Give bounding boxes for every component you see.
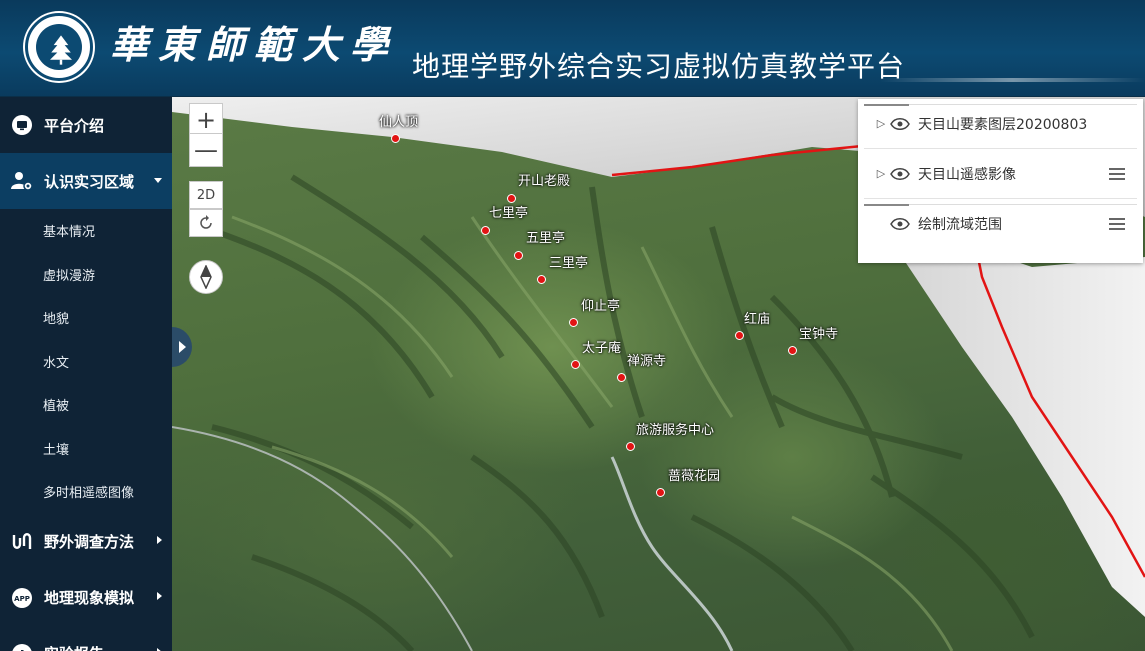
sidebar-collapse-toggle[interactable] xyxy=(172,327,192,367)
sidebar-subitem-soil[interactable]: 土壤 xyxy=(0,426,172,470)
hamburger-menu-icon[interactable] xyxy=(1109,218,1125,230)
expand-triangle-icon[interactable]: ▷ xyxy=(876,167,886,180)
sidebar-item-survey-methods[interactable]: 野外调查方法 xyxy=(0,514,172,570)
chevron-down-icon xyxy=(154,178,162,183)
university-seal-logo xyxy=(25,13,93,81)
poi-label: 仙人顶 xyxy=(379,115,419,130)
layer-item-remote-sensing[interactable]: ▷ 天目山遥感影像 xyxy=(864,149,1137,199)
rotate-icon xyxy=(200,215,212,229)
chevron-right-icon xyxy=(179,341,186,353)
monitor-icon xyxy=(10,113,34,137)
layer-item-features[interactable]: ▷ 天目山要素图层20200803 xyxy=(864,99,1137,149)
header-banner: 華東師範大學 地理学野外综合实习虚拟仿真教学平台 xyxy=(0,0,1145,97)
header-divider xyxy=(880,78,1145,82)
sidebar-item-label: 地理现象模拟 xyxy=(44,589,135,607)
compass-button[interactable] xyxy=(189,260,223,294)
reset-rotation-button[interactable] xyxy=(189,209,223,237)
3d-terrain-map[interactable]: + — 2D 仙人顶 开山老殿 七里亭 五里亭 三 xyxy=(172,97,1145,651)
zoom-out-button[interactable]: — xyxy=(189,133,223,167)
sidebar-subitem-virtual-tour[interactable]: 虚拟漫游 xyxy=(0,252,172,296)
sidebar-item-label: 认识实习区域 xyxy=(44,172,135,191)
zoom-in-button[interactable]: + xyxy=(189,103,223,137)
sidebar-item-platform-intro[interactable]: 平台介绍 xyxy=(0,97,172,153)
sidebar-item-label: 平台介绍 xyxy=(44,116,105,135)
tools-icon xyxy=(10,530,34,554)
sidebar-subitem-vegetation[interactable]: 植被 xyxy=(0,383,172,427)
poi-label: 开山老殿 xyxy=(518,174,571,189)
poi-label: 禅源寺 xyxy=(627,354,667,369)
eye-visibility-icon[interactable] xyxy=(890,217,910,231)
poi-label: 宝钟寺 xyxy=(799,327,839,342)
layer-name: 天目山遥感影像 xyxy=(918,166,1016,183)
poi-label: 旅游服务中心 xyxy=(636,423,715,438)
layer-name: 天目山要素图层20200803 xyxy=(918,116,1088,133)
eye-visibility-icon[interactable] xyxy=(890,117,910,131)
layer-item-watershed[interactable]: 绘制流域范围 xyxy=(864,199,1137,249)
poi-label: 蔷薇花园 xyxy=(668,469,721,484)
layer-name: 绘制流域范围 xyxy=(918,217,1002,233)
layer-panel: ▷ 天目山要素图层20200803 ▷ 天目山遥感影像 绘制流域范围 xyxy=(858,99,1143,263)
sidebar-item-field-area[interactable]: 认识实习区域 xyxy=(0,153,172,209)
sidebar-item-label: 野外调查方法 xyxy=(44,533,135,551)
sidebar-subitem-hydrology[interactable]: 水文 xyxy=(0,339,172,383)
user-gear-icon xyxy=(10,169,34,193)
sidebar-nav: 平台介绍 认识实习区域 基本情况 虚拟漫游 地貌 水文 植被 土壤 多时相遥感图… xyxy=(0,97,172,651)
sidebar-subitem-multitemporal-imagery[interactable]: 多时相遥感图像 xyxy=(0,470,172,514)
chevron-right-icon xyxy=(157,591,162,600)
svg-text:APP: APP xyxy=(14,595,30,603)
poi-label: 七里亭 xyxy=(489,206,529,221)
sidebar-item-lab-report[interactable]: 实验报告 xyxy=(0,626,172,651)
view-mode-2d-button[interactable]: 2D xyxy=(189,181,223,209)
expand-triangle-icon[interactable]: ▷ xyxy=(876,117,886,130)
sidebar-item-phenomena-simulation[interactable]: APP 地理现象模拟 xyxy=(0,570,172,626)
eye-visibility-icon[interactable] xyxy=(890,167,910,181)
university-name: 華東師範大學 xyxy=(110,22,399,67)
app-icon: APP xyxy=(10,586,34,610)
platform-title: 地理学野外综合实习虚拟仿真教学平台 xyxy=(412,50,906,83)
chevron-right-icon xyxy=(157,535,162,544)
poi-label: 红庙 xyxy=(744,312,771,327)
bar-chart-icon xyxy=(10,642,34,651)
sidebar-subitem-basic-info[interactable]: 基本情况 xyxy=(0,209,172,253)
compass-icon xyxy=(200,265,212,289)
poi-label: 五里亭 xyxy=(526,231,566,246)
poi-label: 三里亭 xyxy=(549,256,589,271)
poi-label: 太子庵 xyxy=(582,341,622,356)
chevron-right-icon xyxy=(157,647,162,651)
poi-label: 仰止亭 xyxy=(581,299,621,314)
sidebar-item-label: 实验报告 xyxy=(44,643,104,651)
sidebar-subitem-landform[interactable]: 地貌 xyxy=(0,296,172,340)
hamburger-menu-icon[interactable] xyxy=(1109,168,1125,180)
